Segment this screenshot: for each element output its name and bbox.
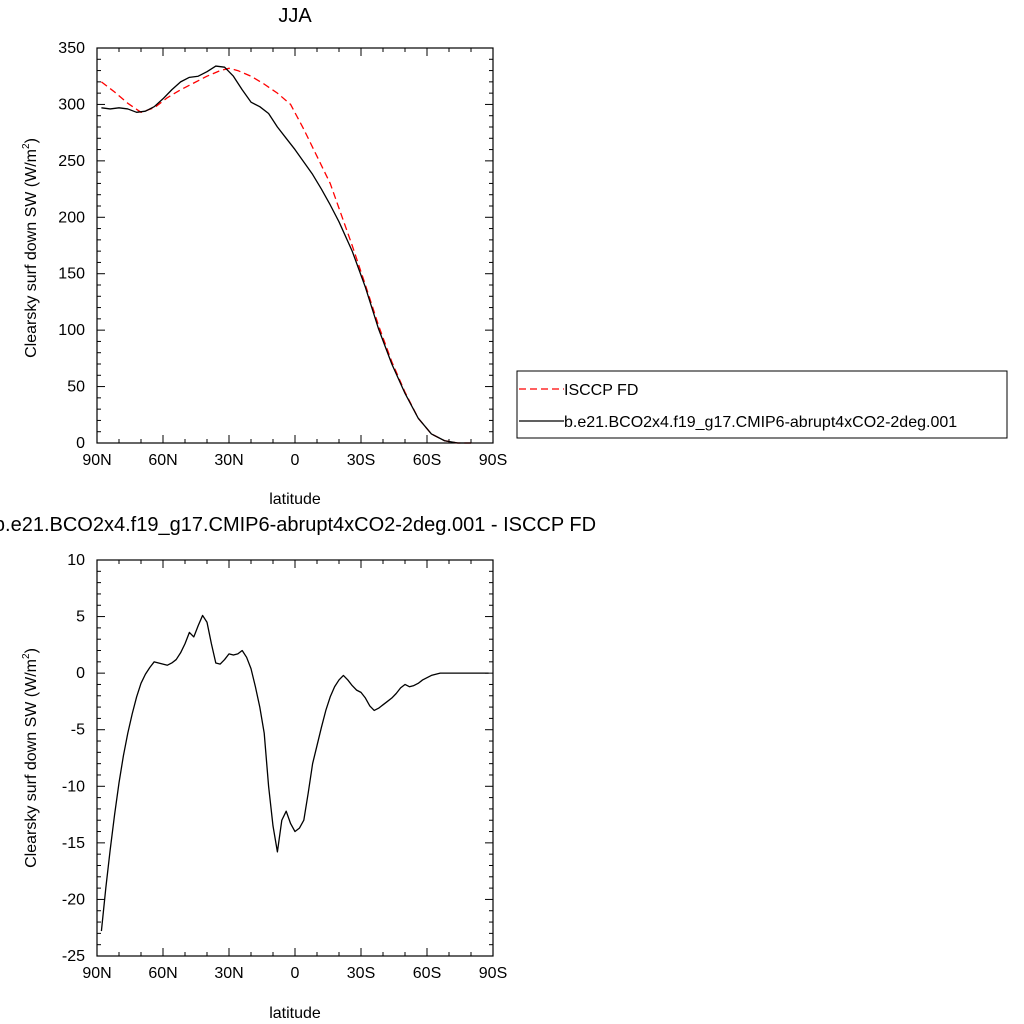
top-plot-area: 90N 60N 30N 0 30S 60S 90S 0 50 100 150 200 250 300 350: [58, 40, 507, 469]
top-x-axis-label: latitude: [269, 491, 321, 508]
top-x-tick-label: 0: [291, 452, 300, 469]
bottom-y-tick-label: 10: [67, 552, 85, 569]
bottom-y-axis-label-main: Clearsky surf down SW (W/m: [23, 659, 40, 868]
top-x-tick-label: 90S: [479, 452, 507, 469]
top-y-tick-label: 50: [67, 379, 85, 396]
bottom-y-tick-label: 0: [76, 665, 85, 682]
top-panel: JJA 90N 60N 30N 0 30S 60S 90S 0 50 100 150 200 250 30…: [21, 5, 1008, 508]
bottom-y-tick-label: -20: [62, 891, 85, 908]
top-plot-frame: [96, 47, 494, 444]
bottom-y-axis-label-end: ): [23, 648, 40, 653]
top-y-tick-label: 200: [58, 209, 85, 226]
top-x-tick-label: 60S: [413, 452, 441, 469]
bottom-y-tick-label: -5: [71, 722, 85, 739]
bottom-x-axis-label: latitude: [269, 1005, 321, 1022]
bottom-panel-title: b.e21.BCO2x4.f19_g17.CMIP6-abrupt4xCO2-2…: [0, 514, 596, 536]
legend-label-isccp: ISCCP FD: [564, 382, 638, 399]
bottom-x-tick-label: 30N: [214, 965, 243, 982]
top-x-tick-label: 30N: [214, 452, 243, 469]
bottom-x-tick-label: 30S: [347, 965, 375, 982]
legend-label-model: b.e21.BCO2x4.f19_g17.CMIP6-abrupt4xCO2-2…: [564, 414, 957, 431]
bottom-y-axis-label-sup: 2: [21, 653, 32, 659]
bottom-x-tick-label: 90S: [479, 965, 507, 982]
top-y-tick-label: 150: [58, 266, 85, 283]
top-y-tick-label: 300: [58, 96, 85, 113]
top-y-axis-label-main: Clearsky surf down SW (W/m: [23, 149, 40, 358]
bottom-y-tick-label: -10: [62, 778, 85, 795]
top-y-tick-label: 250: [58, 153, 85, 170]
bottom-x-tick-label: 0: [291, 965, 300, 982]
top-x-tick-label: 30S: [347, 452, 375, 469]
bottom-y-axis-label: Clearsky surf down SW (W/m2): [21, 648, 40, 868]
bottom-plot-area: 90N 60N 30N 0 30S 60S 90S 10 5 0 -5 -10 -15 -20 -25: [62, 552, 507, 982]
bottom-x-tick-label: 60S: [413, 965, 441, 982]
top-series-line-0: [101, 67, 471, 444]
bottom-x-tick-label: 90N: [82, 965, 111, 982]
legend: ISCCP FD b.e21.BCO2x4.f19_g17.CMIP6-abru…: [516, 370, 1008, 439]
bottom-y-tick-label: -15: [62, 835, 85, 852]
bottom-panel: b.e21.BCO2x4.f19_g17.CMIP6-abrupt4xCO2-2…: [0, 514, 596, 1022]
top-panel-title: JJA: [278, 5, 312, 27]
top-y-axis-label-end: ): [23, 138, 40, 143]
top-y-axis-label: Clearsky surf down SW (W/m2): [21, 138, 40, 358]
top-series-line-1: [101, 65, 471, 444]
top-y-tick-label: 350: [58, 40, 85, 57]
legend-box: [516, 370, 1008, 439]
bottom-x-tick-label: 60N: [148, 965, 177, 982]
bottom-series-line-0: [100, 614, 489, 932]
top-y-tick-label: 100: [58, 322, 85, 339]
bottom-y-tick-label: 5: [76, 609, 85, 626]
bottom-plot-frame: [96, 559, 494, 957]
top-y-tick-label: 0: [76, 435, 85, 452]
top-x-tick-label: 90N: [82, 452, 111, 469]
bottom-y-tick-label: -25: [62, 948, 85, 965]
top-x-tick-label: 60N: [148, 452, 177, 469]
top-y-axis-label-sup: 2: [21, 143, 32, 149]
